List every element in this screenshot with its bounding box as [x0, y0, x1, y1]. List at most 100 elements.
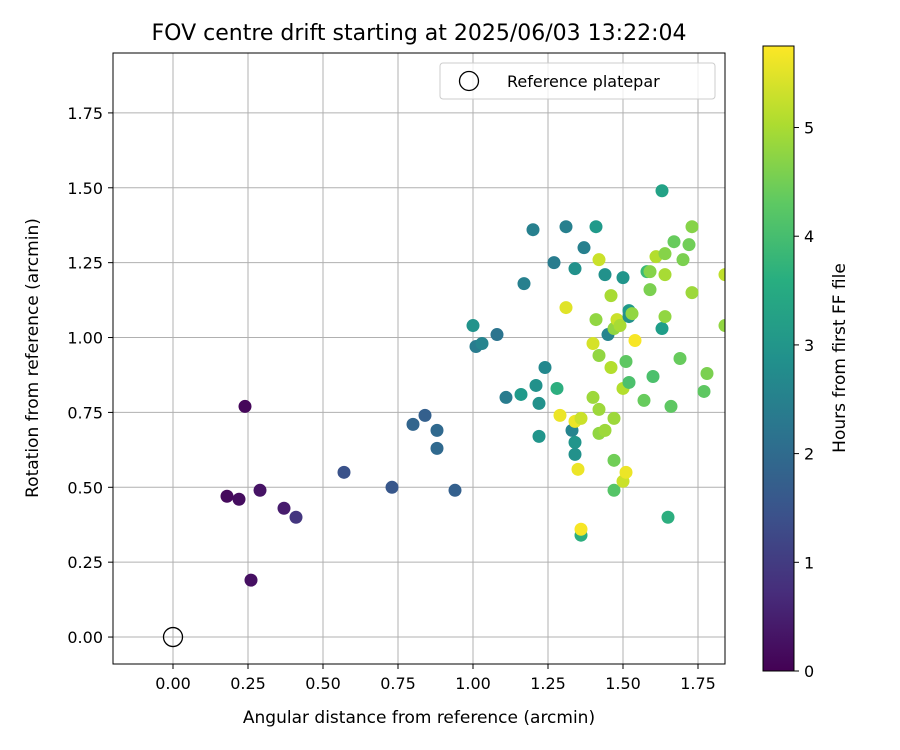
data-point	[238, 399, 252, 413]
data-point	[547, 256, 561, 270]
data-point	[253, 483, 267, 497]
data-point	[643, 265, 657, 279]
data-point	[598, 268, 612, 282]
data-point	[277, 501, 291, 515]
legend-marker-icon	[458, 70, 480, 92]
data-point	[577, 241, 591, 255]
data-point	[673, 352, 687, 365]
data-point	[604, 360, 618, 374]
data-point	[466, 319, 480, 333]
data-point	[658, 268, 672, 282]
data-point	[619, 465, 633, 479]
data-point	[592, 253, 606, 267]
data-point	[592, 402, 606, 416]
data-point	[448, 483, 462, 497]
data-point	[685, 286, 699, 300]
x-axis-label: Angular distance from reference (arcmin)	[243, 708, 595, 728]
data-point	[646, 369, 660, 383]
x-tick-label: 0.25	[230, 674, 266, 693]
data-point	[613, 319, 627, 333]
colorbar-tick-label: 4	[804, 227, 814, 246]
data-point	[682, 238, 696, 252]
colorbar-gradient	[762, 45, 795, 672]
legend-box	[439, 62, 716, 100]
x-tick-label: 0.00	[155, 674, 191, 693]
data-point	[628, 334, 642, 348]
y-axis-ticks: 0.00 0.25 0.50 0.75 1.00 1.25 1.50 1.75	[67, 104, 113, 647]
data-point	[568, 262, 582, 276]
data-point	[658, 247, 672, 261]
data-point	[499, 390, 513, 404]
data-point	[664, 399, 678, 413]
y-tick-label: 0.25	[67, 553, 103, 572]
legend: Reference platepar	[439, 62, 716, 100]
reference-layer	[162, 626, 184, 648]
data-point	[220, 489, 234, 503]
data-point	[430, 423, 444, 437]
colorbar-tick-label: 2	[804, 445, 814, 464]
legend-label: Reference platepar	[507, 72, 660, 91]
data-point	[622, 375, 636, 389]
data-point	[655, 322, 669, 336]
data-point	[568, 435, 582, 449]
data-point	[592, 349, 606, 363]
data-point	[718, 319, 725, 333]
colorbar-tick-label: 3	[804, 336, 814, 355]
data-point	[430, 441, 444, 455]
data-point	[337, 465, 351, 479]
data-point	[589, 313, 603, 327]
y-tick-label: 1.50	[67, 179, 103, 198]
data-point	[529, 378, 543, 392]
data-point	[607, 483, 621, 497]
data-point	[607, 453, 621, 467]
data-point	[538, 360, 552, 374]
data-point	[406, 417, 420, 431]
x-tick-label: 0.75	[380, 674, 416, 693]
data-point	[700, 366, 714, 380]
x-tick-label: 1.75	[680, 674, 716, 693]
data-point	[514, 387, 528, 401]
data-point	[586, 337, 600, 351]
data-point	[625, 307, 639, 321]
colorbar-label: Hours from first FF file	[830, 263, 850, 453]
x-tick-label: 0.50	[305, 674, 341, 693]
data-point	[418, 408, 432, 422]
grid-lines	[113, 53, 725, 664]
y-tick-label: 0.00	[67, 628, 103, 647]
data-point	[643, 283, 657, 297]
data-point	[490, 328, 504, 342]
data-point	[289, 510, 303, 524]
data-point	[685, 220, 699, 234]
data-point	[385, 480, 399, 494]
y-axis-label: Rotation from reference (arcmin)	[23, 218, 43, 498]
y-tick-label: 1.25	[67, 254, 103, 273]
x-tick-label: 1.00	[455, 674, 491, 693]
data-point	[676, 253, 690, 267]
data-point	[655, 184, 669, 198]
x-tick-label: 1.50	[605, 674, 641, 693]
data-point	[598, 423, 612, 437]
data-point	[604, 289, 618, 303]
data-point	[589, 220, 603, 234]
y-tick-label: 0.50	[67, 478, 103, 497]
data-point	[619, 354, 633, 368]
plot-frame	[112, 52, 726, 665]
data-point	[718, 268, 725, 282]
data-point	[607, 411, 621, 425]
data-point	[667, 235, 681, 249]
data-point	[586, 390, 600, 404]
data-point	[475, 337, 489, 351]
data-point	[553, 408, 567, 422]
data-point	[661, 510, 675, 524]
data-point	[232, 492, 246, 506]
data-point	[616, 271, 630, 285]
data-point	[658, 310, 672, 324]
data-point	[550, 381, 564, 395]
data-point	[637, 393, 651, 407]
x-tick-label: 1.25	[530, 674, 566, 693]
data-point	[697, 384, 711, 398]
data-point	[244, 573, 258, 587]
data-point	[517, 277, 531, 291]
data-point	[568, 447, 582, 461]
